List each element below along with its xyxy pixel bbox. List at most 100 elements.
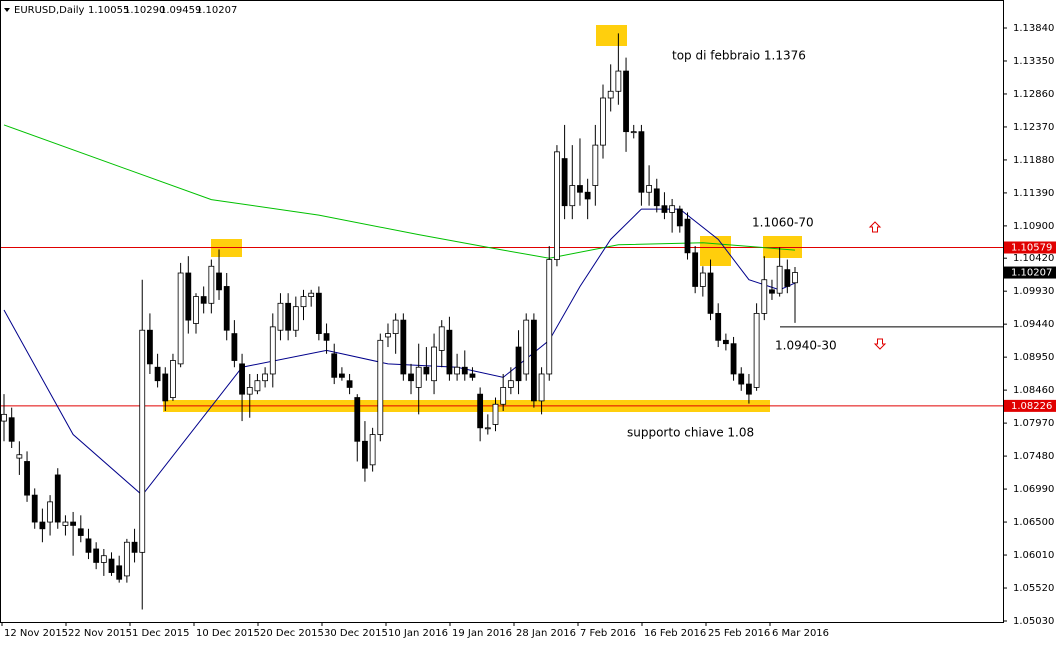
candle-body [438,326,445,351]
candle-body [546,259,553,375]
low-label: 1.09459 [160,5,201,16]
x-tick-label: 28 Jan 2016 [516,628,576,639]
candle-body [85,538,92,553]
candle-body [569,185,576,207]
candle-body [8,417,15,442]
candle-body [31,494,38,523]
candle-body [684,218,691,254]
candle-body [108,558,115,573]
candle-body [323,333,330,341]
candle-body [292,306,299,331]
y-tick-label: 1.08950 [1013,352,1054,363]
candle-body [54,474,61,523]
candle-body [554,151,560,260]
candle-body [408,373,414,382]
annotation: 1.0940-30 [775,339,837,353]
close-label: 1.10207 [196,5,237,16]
candle-body [400,319,407,375]
candle-body [308,292,315,297]
x-tick-label: 10 Dec 2015 [196,628,260,639]
candle-body [623,70,629,133]
candle-body [669,205,676,213]
candle-body [285,302,292,331]
candle-body [346,380,353,388]
candle-body [362,440,368,469]
candle-body [131,541,138,553]
candle-body [561,158,568,207]
y-tick-label: 1.11390 [1013,188,1054,199]
down-arrow [873,338,887,350]
candle-body [715,312,722,341]
candle-body [269,326,276,375]
candle-body [39,521,46,530]
candle-body [523,319,530,375]
y-tick-label: 1.09440 [1013,319,1054,330]
annotation: top di febbraio 1.1376 [672,49,806,63]
x-tick-label: 19 Jan 2016 [452,628,512,639]
candle-body [653,188,660,207]
y-tick-label: 1.11880 [1013,155,1054,166]
candle-body [185,272,192,321]
candle-body [116,565,123,580]
candle-body [392,319,399,334]
moving-average [3,124,796,259]
candle-body [47,501,53,523]
candle-body [469,373,476,378]
candle-body [208,265,215,304]
price-label-box [1004,241,1056,254]
plot [1,33,1003,610]
candle-body [170,360,176,398]
candle-body [607,90,614,99]
candle-body [154,366,161,382]
y-tick-label: 1.10420 [1013,253,1054,264]
candle-body [538,373,545,402]
x-tick-label: 10 Jan 2016 [388,628,448,639]
candle-body [753,312,760,388]
x-tick-label: 1 Dec 2015 [132,628,190,639]
candle-body [500,387,507,405]
candle-body [707,272,714,314]
x-tick-label: 6 Mar 2016 [772,628,829,639]
candle-body [254,380,261,392]
dropdown-icon [4,8,10,12]
candle-body [100,555,107,563]
annotation: 1.1060-70 [752,216,814,230]
candle-body [454,366,460,375]
candle-body [477,393,484,429]
y-tick-label: 1.13350 [1013,56,1054,67]
x-tick-label: 20 Dec 2015 [260,628,324,639]
x-tick-label: 25 Feb 2016 [708,628,770,639]
candle-body [331,353,338,378]
x-tick-label: 12 Nov 2015 [4,628,68,639]
candle-body [262,373,269,382]
x-tick-label: 30 Dec 2015 [324,628,388,639]
y-tick-label: 1.09930 [1013,286,1054,297]
candle-body [24,461,30,496]
y-tick-label: 1.06010 [1013,550,1054,561]
candle-body [415,366,422,388]
candle-body [638,131,645,193]
candle-body [699,272,706,287]
candle-body [239,363,245,395]
candle-body [193,296,199,324]
candle-body [692,252,699,287]
candle-body [70,521,77,526]
candle-body [492,403,499,425]
candle-body [730,343,737,375]
up-arrow [868,221,882,233]
candle-body [369,434,376,466]
candle-body [300,296,307,308]
candle-body [231,333,238,361]
candle-body [507,380,514,388]
candle-body [515,346,522,382]
candle-body [385,333,391,338]
candle-body [738,373,745,385]
candle-body [16,454,23,459]
x-tick-label: 16 Feb 2016 [644,628,706,639]
price-label: 1.08226 [1011,401,1052,412]
annotation: supporto chiave 1.08 [627,426,754,440]
candle-body [223,286,230,331]
candle-body [761,279,768,314]
candle-body [162,373,169,402]
